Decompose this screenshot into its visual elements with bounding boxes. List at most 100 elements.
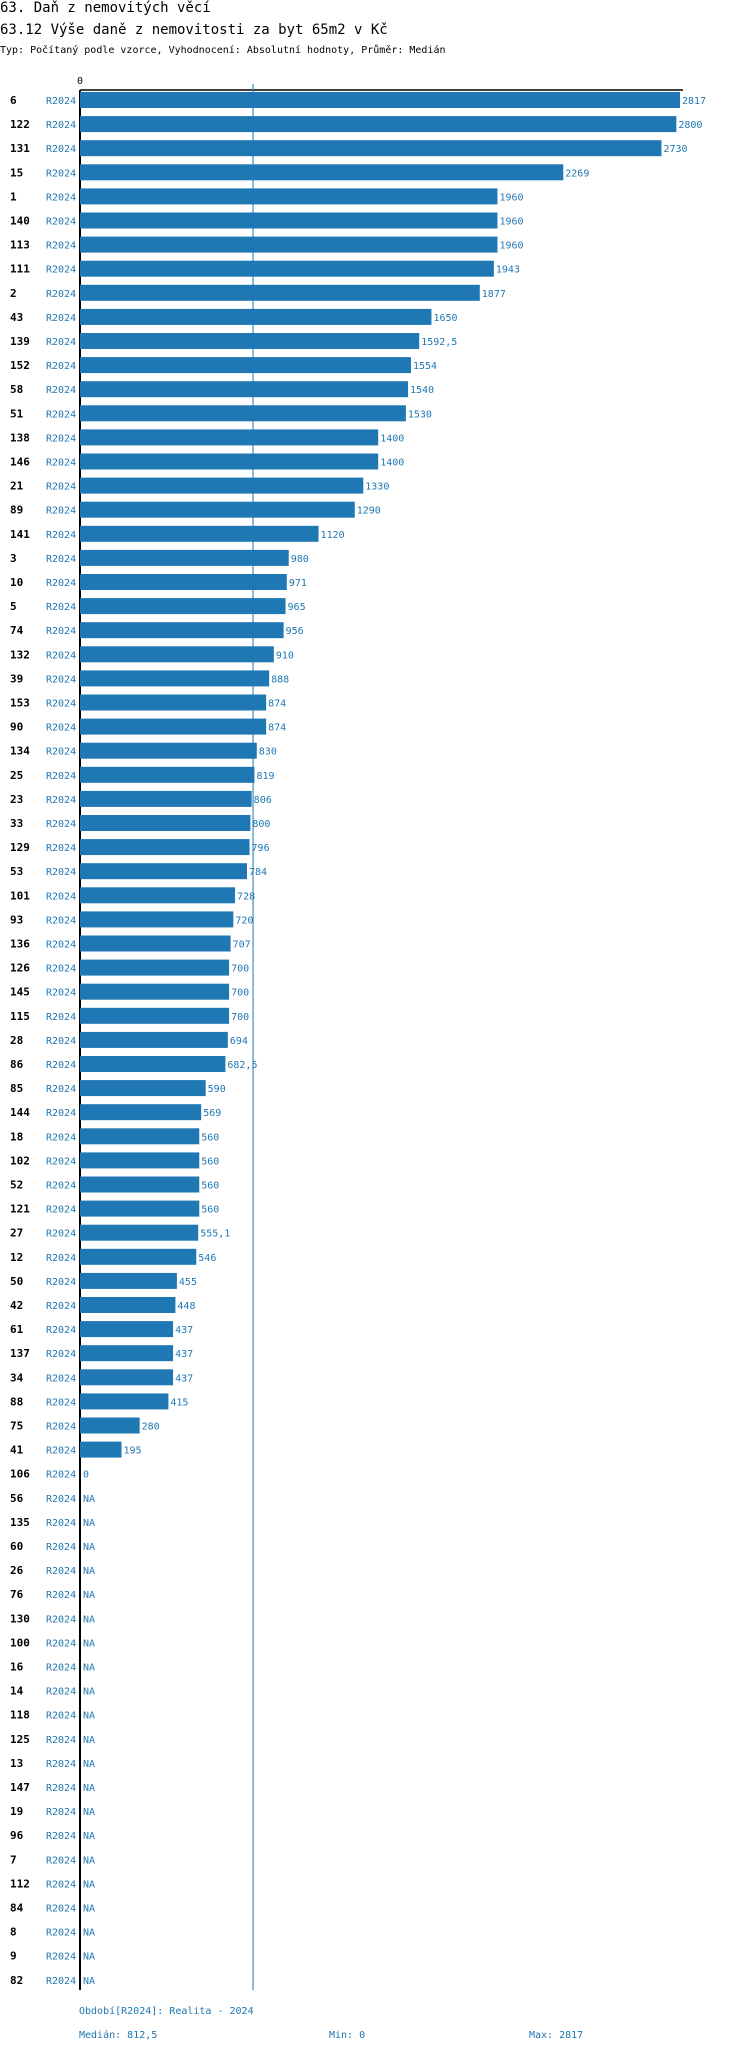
series-label: R2024 [46, 1566, 76, 1577]
value-label: 2817 [682, 96, 706, 107]
value-label: NA [83, 1566, 95, 1577]
category-label: 3 [10, 552, 17, 565]
series-label: R2024 [46, 1422, 76, 1433]
value-label: 1400 [380, 458, 404, 469]
bar [80, 839, 250, 856]
series-label: R2024 [46, 891, 76, 902]
category-label: 10 [10, 576, 23, 589]
bar [80, 501, 355, 518]
value-label: 1540 [410, 385, 434, 396]
bar [80, 1007, 230, 1024]
series-label: R2024 [46, 699, 76, 710]
category-label: 39 [10, 672, 23, 685]
value-label: 1650 [433, 313, 457, 324]
bar [80, 1393, 169, 1410]
value-label: NA [83, 1663, 95, 1674]
value-label: NA [83, 1831, 95, 1842]
series-label: R2024 [46, 1542, 76, 1553]
series-label: R2024 [46, 964, 76, 975]
category-label: 111 [10, 263, 30, 276]
bar [80, 357, 411, 374]
value-label: 560 [201, 1205, 219, 1216]
category-label: 144 [10, 1106, 30, 1119]
value-label: 455 [179, 1277, 197, 1288]
bar [80, 863, 247, 880]
bar [80, 381, 409, 398]
value-label: NA [83, 1976, 95, 1987]
series-label: R2024 [46, 1976, 76, 1987]
bar [80, 622, 284, 639]
series-label: R2024 [46, 771, 76, 782]
category-label: 90 [10, 721, 23, 734]
category-label: 84 [10, 1902, 24, 1915]
value-label: 1400 [380, 433, 404, 444]
series-label: R2024 [46, 1132, 76, 1143]
bar [80, 1417, 140, 1434]
category-label: 96 [10, 1829, 24, 1842]
bar [80, 1176, 200, 1193]
category-label: 138 [10, 431, 30, 444]
value-label: 800 [252, 819, 270, 830]
series-label: R2024 [46, 723, 76, 734]
series-label: R2024 [46, 867, 76, 878]
bar [80, 525, 319, 542]
series-label: R2024 [46, 1928, 76, 1939]
category-label: 28 [10, 1034, 23, 1047]
category-label: 102 [10, 1154, 30, 1167]
series-label: R2024 [46, 602, 76, 613]
series-label: R2024 [46, 337, 76, 348]
value-label: 590 [208, 1084, 226, 1095]
bar [80, 284, 480, 301]
series-label: R2024 [46, 458, 76, 469]
category-label: 93 [10, 913, 23, 926]
bar [80, 646, 274, 663]
bar [80, 140, 662, 157]
category-label: 13 [10, 1757, 23, 1770]
series-label: R2024 [46, 1494, 76, 1505]
series-label: R2024 [46, 1446, 76, 1457]
value-label: NA [83, 1518, 95, 1529]
series-label: R2024 [46, 1687, 76, 1698]
series-label: R2024 [46, 1879, 76, 1890]
bar [80, 887, 236, 904]
category-label: 101 [10, 889, 30, 902]
section-title: 63. Daň z nemovitých věcí [0, 0, 211, 16]
category-label: 129 [10, 841, 30, 854]
series-label: R2024 [46, 940, 76, 951]
category-label: 112 [10, 1877, 30, 1890]
bar [80, 1441, 122, 1458]
value-label: NA [83, 1542, 95, 1553]
value-label: 1290 [357, 506, 381, 517]
value-label: 1330 [365, 482, 389, 493]
chart-title: 63.12 Výše daně z nemovitosti za byt 65m… [0, 22, 388, 38]
category-label: 140 [10, 215, 30, 228]
series-label: R2024 [46, 1325, 76, 1336]
category-label: 53 [10, 865, 23, 878]
bar [80, 1128, 200, 1145]
footer-median: Medián: 812,5 [79, 2030, 158, 2041]
footer-period: Období[R2024]: Realita - 2024 [79, 2006, 254, 2017]
category-label: 19 [10, 1805, 23, 1818]
category-label: 61 [10, 1323, 24, 1336]
value-label: 569 [203, 1108, 221, 1119]
category-label: 9 [10, 1950, 17, 1963]
value-label: 700 [231, 964, 249, 975]
series-label: R2024 [46, 1229, 76, 1240]
category-label: 136 [10, 938, 30, 951]
series-label: R2024 [46, 1156, 76, 1167]
value-label: 437 [175, 1373, 193, 1384]
bar [80, 116, 677, 133]
value-label: NA [83, 1783, 95, 1794]
bar [80, 790, 252, 807]
series-label: R2024 [46, 1711, 76, 1722]
category-label: 52 [10, 1179, 23, 1192]
value-label: 437 [175, 1349, 193, 1360]
series-label: R2024 [46, 1735, 76, 1746]
series-label: R2024 [46, 747, 76, 758]
series-label: R2024 [46, 1373, 76, 1384]
category-label: 130 [10, 1612, 30, 1625]
category-label: 147 [10, 1781, 30, 1794]
bar [80, 766, 255, 783]
series-label: R2024 [46, 1397, 76, 1408]
value-label: 0 [83, 1470, 89, 1481]
